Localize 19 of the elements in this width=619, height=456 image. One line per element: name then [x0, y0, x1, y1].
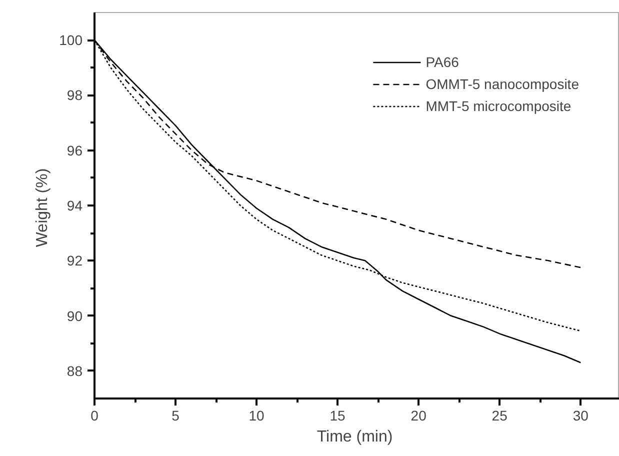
- y-tick-label: 96: [66, 142, 83, 158]
- y-axis-title: Weight (%): [34, 168, 52, 248]
- x-tick-label: 20: [410, 408, 427, 424]
- x-tick-label: 25: [492, 408, 508, 424]
- x-axis-title: Time (min): [316, 428, 393, 446]
- x-tick-label: 30: [572, 408, 589, 424]
- x-tick-label: 15: [330, 408, 346, 424]
- y-tick-label: 100: [59, 32, 83, 48]
- y-tick-label: 92: [66, 252, 83, 269]
- legend-label: PA66: [426, 54, 459, 70]
- legend-label: MMT-5 microcomposite: [426, 98, 572, 114]
- y-tick-label: 90: [66, 308, 83, 324]
- y-tick-label: 94: [66, 198, 83, 214]
- x-tick-label: 10: [248, 408, 265, 424]
- x-tick-label: 5: [172, 408, 180, 424]
- legend-label: OMMT-5 nanocomposite: [426, 76, 579, 92]
- y-tick-label: 88: [66, 362, 83, 379]
- y-tick-label: 98: [66, 87, 83, 104]
- x-tick-label: 0: [90, 408, 99, 424]
